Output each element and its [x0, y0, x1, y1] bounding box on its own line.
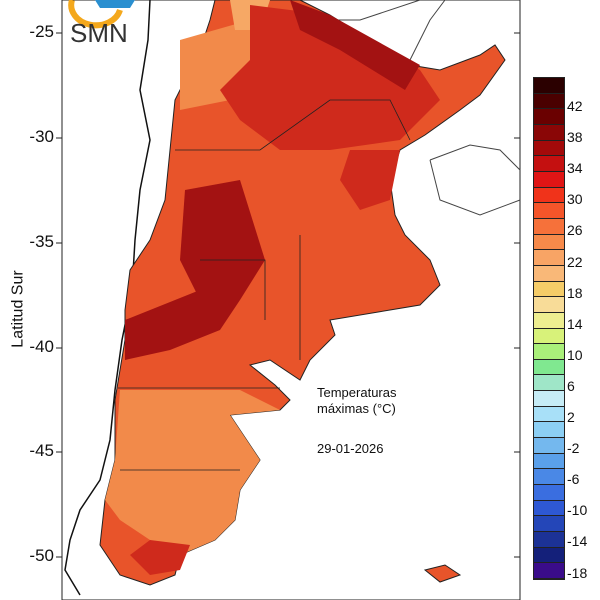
colorbar-bin	[534, 281, 564, 298]
colorbar-bin	[534, 203, 564, 219]
logo-text: SMN	[70, 18, 128, 48]
central-hottest-zone	[180, 180, 265, 300]
colorbar-label: -14	[567, 533, 588, 550]
colorbar-bin	[534, 547, 564, 564]
colorbar-label: 14	[567, 315, 583, 332]
map-title: Temperaturas máximas (°C)	[317, 385, 396, 417]
y-tick-label: -30	[29, 127, 54, 146]
patagonia-north-hottest-zone	[125, 290, 240, 360]
title-line-2: máximas (°C)	[317, 401, 396, 416]
colorbar-bin	[534, 438, 564, 454]
colorbar-bin	[534, 485, 564, 501]
colorbar-bin	[534, 156, 564, 172]
colorbar-bin	[534, 187, 564, 204]
colorbar-label: 26	[567, 222, 583, 239]
colorbar-bin	[534, 422, 564, 439]
colorbar-bin	[534, 93, 564, 110]
colorbar-bin	[534, 78, 564, 94]
colorbar-bin	[534, 532, 564, 548]
province-borders	[118, 99, 411, 471]
north-hot-zone	[220, 5, 440, 150]
colorbar-label: 30	[567, 191, 583, 208]
colorbar-bin	[534, 406, 564, 423]
northwest-cooler-zone	[180, 20, 270, 110]
colorbar-bin	[534, 359, 564, 376]
axis-ticks	[56, 32, 520, 558]
colorbar-bin	[534, 265, 564, 282]
colorbar-label: -10	[567, 502, 588, 519]
colorbar-label: 42	[567, 98, 583, 114]
south-cooler-zone	[105, 390, 280, 555]
colorbar-bin	[534, 218, 564, 235]
colorbar-bin	[534, 171, 564, 188]
y-tick-label: -40	[29, 337, 54, 356]
chile-coastline	[64, 0, 151, 596]
colorbar-bin	[534, 140, 564, 157]
colorbar-bin	[534, 500, 564, 517]
colorbar-label: 38	[567, 129, 583, 146]
colorbar-bin	[534, 391, 564, 407]
colorbar-label: 2	[567, 409, 575, 425]
map-date: 29-01-2026	[317, 441, 384, 456]
colorbar-bin	[534, 344, 564, 360]
colorbar-bin	[534, 375, 564, 392]
northeast-hot-zone	[340, 150, 400, 210]
colorbar-label: 34	[567, 160, 583, 177]
islands	[423, 564, 462, 583]
south-hot-zone	[130, 540, 190, 575]
y-tick-label: -50	[29, 546, 54, 565]
y-tick-label: -35	[29, 232, 54, 251]
colorbar-label: -18	[567, 564, 588, 581]
neighbor-borders	[299, 0, 521, 216]
colorbar-label: 10	[567, 346, 583, 363]
north-hottest-zone	[290, 0, 420, 90]
colorbar-bin	[534, 109, 564, 125]
colorbar-bin	[534, 297, 564, 313]
colorbar	[533, 77, 565, 580]
colorbar-bin	[534, 234, 564, 251]
colorbar-label: 18	[567, 284, 583, 301]
title-line-1: Temperaturas	[317, 385, 397, 400]
colorbar-label: -6	[567, 471, 580, 488]
y-tick-label: -25	[29, 22, 54, 41]
colorbar-bin	[534, 469, 564, 486]
y-tick-label: -45	[29, 441, 54, 460]
colorbar-bin	[534, 453, 564, 470]
colorbar-bin	[534, 250, 564, 266]
colorbar-bin	[534, 312, 564, 329]
smn-logo	[68, 0, 135, 29]
colorbar-bin	[534, 563, 564, 579]
colorbar-bin	[534, 328, 564, 345]
colorbar-bin	[534, 124, 564, 141]
colorbar-label: -2	[567, 440, 580, 457]
colorbar-bin	[534, 516, 564, 533]
colorbar-label: 22	[567, 253, 583, 270]
colorbar-label: 6	[567, 377, 575, 394]
